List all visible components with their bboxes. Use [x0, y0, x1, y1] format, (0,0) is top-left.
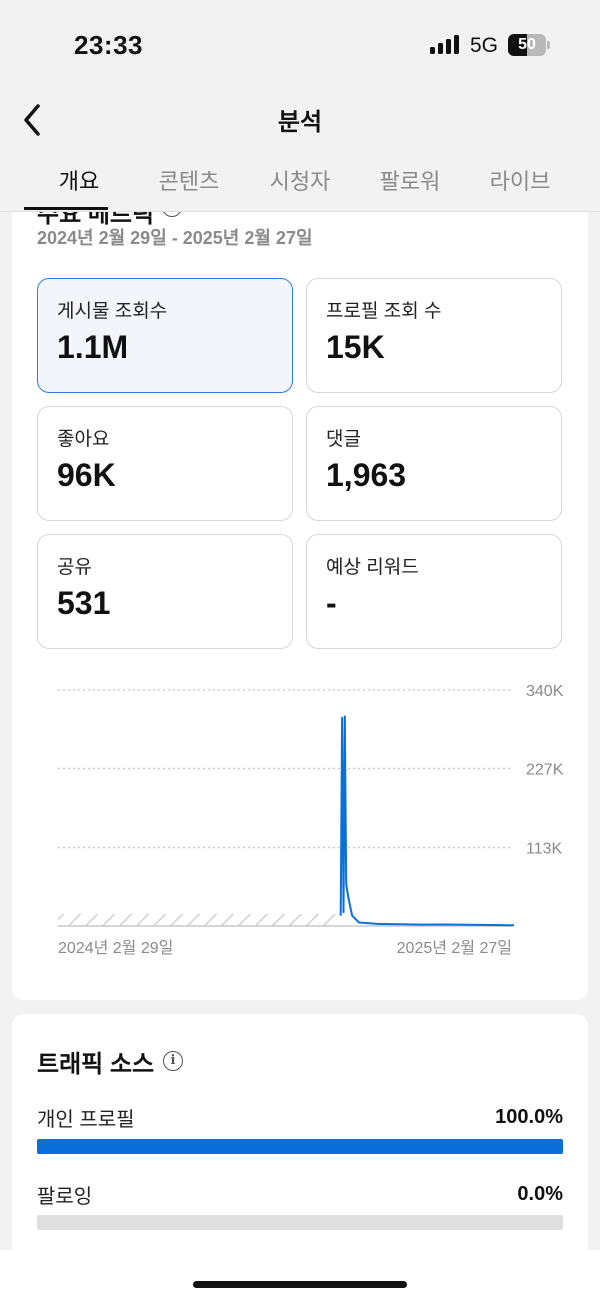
metric-card-profile-views[interactable]: 프로필 조회 수 15K: [306, 278, 562, 393]
y-tick-label: 340K: [526, 683, 564, 700]
home-indicator[interactable]: [193, 1281, 407, 1288]
metric-label: 댓글: [326, 429, 361, 450]
metric-label: 좋아요: [57, 429, 110, 450]
x-tick-label-start: 2024년 2월 29일: [58, 939, 173, 957]
traffic-bar-fill: [37, 1139, 563, 1154]
traffic-value: 0.0%: [517, 1183, 563, 1205]
traffic-bar: [37, 1215, 563, 1230]
tab-viewers[interactable]: 시청자: [269, 169, 331, 194]
metric-label: 게시물 조회수: [57, 301, 168, 322]
tab-followers[interactable]: 팔로워: [379, 169, 441, 194]
metric-value: 531: [57, 585, 111, 621]
back-button[interactable]: [20, 100, 50, 140]
signal-icon: [430, 34, 462, 54]
metric-card-shares[interactable]: 공유 531: [37, 534, 293, 649]
x-tick-label-end: 2025년 2월 27일: [397, 939, 512, 957]
metric-label: 프로필 조회 수: [326, 301, 442, 322]
bottom-safe-area: [0, 1250, 600, 1301]
chart-svg: 340K 227K 113K 2024년 2월 29일 2025년 2월 27일: [58, 683, 564, 957]
info-icon[interactable]: i: [163, 1051, 183, 1071]
metric-card-likes[interactable]: 좋아요 96K: [37, 406, 293, 521]
metric-label: 공유: [57, 557, 92, 578]
status-time: 23:33: [74, 30, 143, 60]
metric-value: 1.1M: [57, 329, 129, 365]
chevron-left-icon: [24, 104, 40, 136]
traffic-value: 100.0%: [495, 1106, 563, 1128]
status-bar: 23:33 5G 50: [0, 0, 600, 90]
tab-overview[interactable]: 개요: [58, 169, 100, 194]
metric-card-estimated-rewards[interactable]: 예상 리워드 -: [306, 534, 562, 649]
traffic-label: 개인 프로필: [37, 1109, 135, 1131]
views-line-chart[interactable]: 340K 227K 113K 2024년 2월 29일 2025년 2월 27일: [42, 680, 582, 970]
series-line: [339, 715, 515, 927]
metric-value: 96K: [57, 457, 116, 493]
info-icon[interactable]: i: [162, 212, 182, 217]
metric-value: 1,963: [326, 457, 407, 493]
metric-card-post-views[interactable]: 게시물 조회수 1.1M: [37, 278, 293, 393]
scroll-content[interactable]: 주요 메트릭 i 2024년 2월 29일 - 2025년 2월 27일 게시물…: [0, 212, 600, 1252]
tab-content[interactable]: 콘텐츠: [158, 169, 220, 194]
page-title: 분석: [277, 109, 323, 136]
metric-label: 예상 리워드: [326, 557, 419, 578]
header: 분석: [0, 90, 600, 150]
battery-level: 50: [518, 36, 536, 53]
traffic-label: 팔로잉: [37, 1186, 93, 1208]
traffic-sources-card: 트래픽 소스 i 개인 프로필 100.0% 팔로잉 0.0%: [12, 1014, 588, 1264]
tab-bar: 개요 콘텐츠 시청자 팔로워 라이브: [0, 150, 600, 212]
date-range: 2024년 2월 29일 - 2025년 2월 27일: [37, 228, 313, 248]
network-type: 5G: [470, 34, 499, 57]
metric-value: 15K: [326, 329, 385, 365]
traffic-title: 트래픽 소스: [37, 1051, 155, 1078]
y-tick-label: 227K: [526, 761, 564, 778]
metric-value: -: [326, 585, 337, 621]
no-data-hatch: [58, 914, 341, 926]
traffic-bar: [37, 1139, 563, 1154]
battery-icon: 50: [508, 34, 550, 56]
tab-live[interactable]: 라이브: [489, 169, 551, 194]
key-metrics-card: 주요 메트릭 i 2024년 2월 29일 - 2025년 2월 27일 게시물…: [12, 212, 588, 1000]
active-tab-indicator: [24, 207, 108, 210]
metric-card-comments[interactable]: 댓글 1,963: [306, 406, 562, 521]
y-tick-label: 113K: [526, 841, 563, 858]
section-title: 주요 메트릭: [37, 212, 155, 228]
